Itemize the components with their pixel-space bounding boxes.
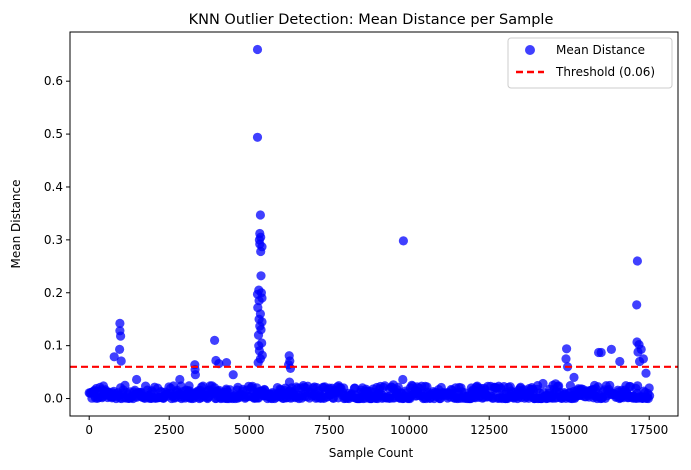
data-point (569, 372, 579, 382)
data-point (115, 318, 125, 328)
data-point (561, 354, 571, 364)
data-point (120, 380, 130, 390)
data-point (190, 370, 200, 380)
data-point (116, 331, 126, 341)
data-point (228, 370, 238, 380)
data-point (225, 385, 235, 395)
data-point (538, 378, 548, 389)
data-point (252, 132, 263, 142)
y-axis: 0.0 0.1 0.2 0.3 0.4 0.5 0.6 (44, 74, 70, 406)
x-axis-label: Sample Count (329, 446, 414, 460)
data-point (175, 374, 185, 385)
data-point (615, 356, 625, 367)
data-point (252, 44, 263, 55)
data-point (210, 335, 220, 345)
y-tick-label: 0.0 (44, 392, 63, 406)
data-point (398, 374, 408, 385)
data-point (132, 374, 142, 385)
data-point (398, 236, 408, 246)
x-axis: 0 2500 5000 7500 10000 12500 15000 17500 (85, 416, 668, 437)
data-point (641, 368, 651, 378)
data-point (256, 246, 266, 257)
x-tick-label: 10000 (390, 423, 428, 437)
x-tick-label: 2500 (154, 423, 185, 437)
data-point (596, 347, 606, 358)
data-point (256, 271, 266, 281)
data-point (254, 296, 264, 306)
data-point (562, 344, 572, 354)
x-tick-label: 15000 (550, 423, 588, 437)
x-tick-label: 5000 (234, 423, 265, 437)
y-tick-label: 0.1 (44, 339, 63, 353)
data-point (115, 344, 125, 354)
plot-frame (69, 31, 679, 417)
data-point (632, 300, 642, 310)
data-point (253, 358, 263, 368)
data-point (645, 391, 655, 401)
data-point (635, 356, 645, 367)
y-tick-label: 0.2 (44, 286, 63, 300)
chart-title: KNN Outlier Detection: Mean Distance per… (189, 12, 554, 28)
legend-marker-mean-distance (525, 45, 535, 55)
x-tick-label: 12500 (470, 423, 508, 437)
legend-label-threshold: Threshold (0.06) (555, 65, 655, 79)
data-point (116, 356, 126, 366)
legend-label-mean-distance: Mean Distance (556, 43, 645, 57)
data-point (606, 344, 617, 354)
legend-frame (507, 37, 673, 89)
data-point (255, 210, 265, 220)
y-axis-label: Mean Distance (9, 180, 23, 269)
data-point (253, 330, 264, 340)
data-point (632, 256, 643, 266)
x-tick-label: 17500 (630, 423, 668, 437)
x-tick-label: 0 (85, 423, 93, 437)
data-point (109, 352, 119, 362)
data-point (644, 383, 654, 393)
data-point (285, 363, 296, 373)
y-tick-label: 0.6 (44, 74, 63, 88)
data-point (221, 358, 232, 368)
scatter-points (84, 44, 655, 404)
x-tick-label: 7500 (314, 423, 345, 437)
y-tick-label: 0.3 (44, 233, 63, 247)
legend: Mean Distance Threshold (0.06) (507, 37, 673, 89)
y-tick-label: 0.4 (44, 180, 63, 194)
data-point (633, 347, 643, 357)
y-tick-label: 0.5 (44, 127, 63, 141)
data-point (633, 381, 643, 391)
